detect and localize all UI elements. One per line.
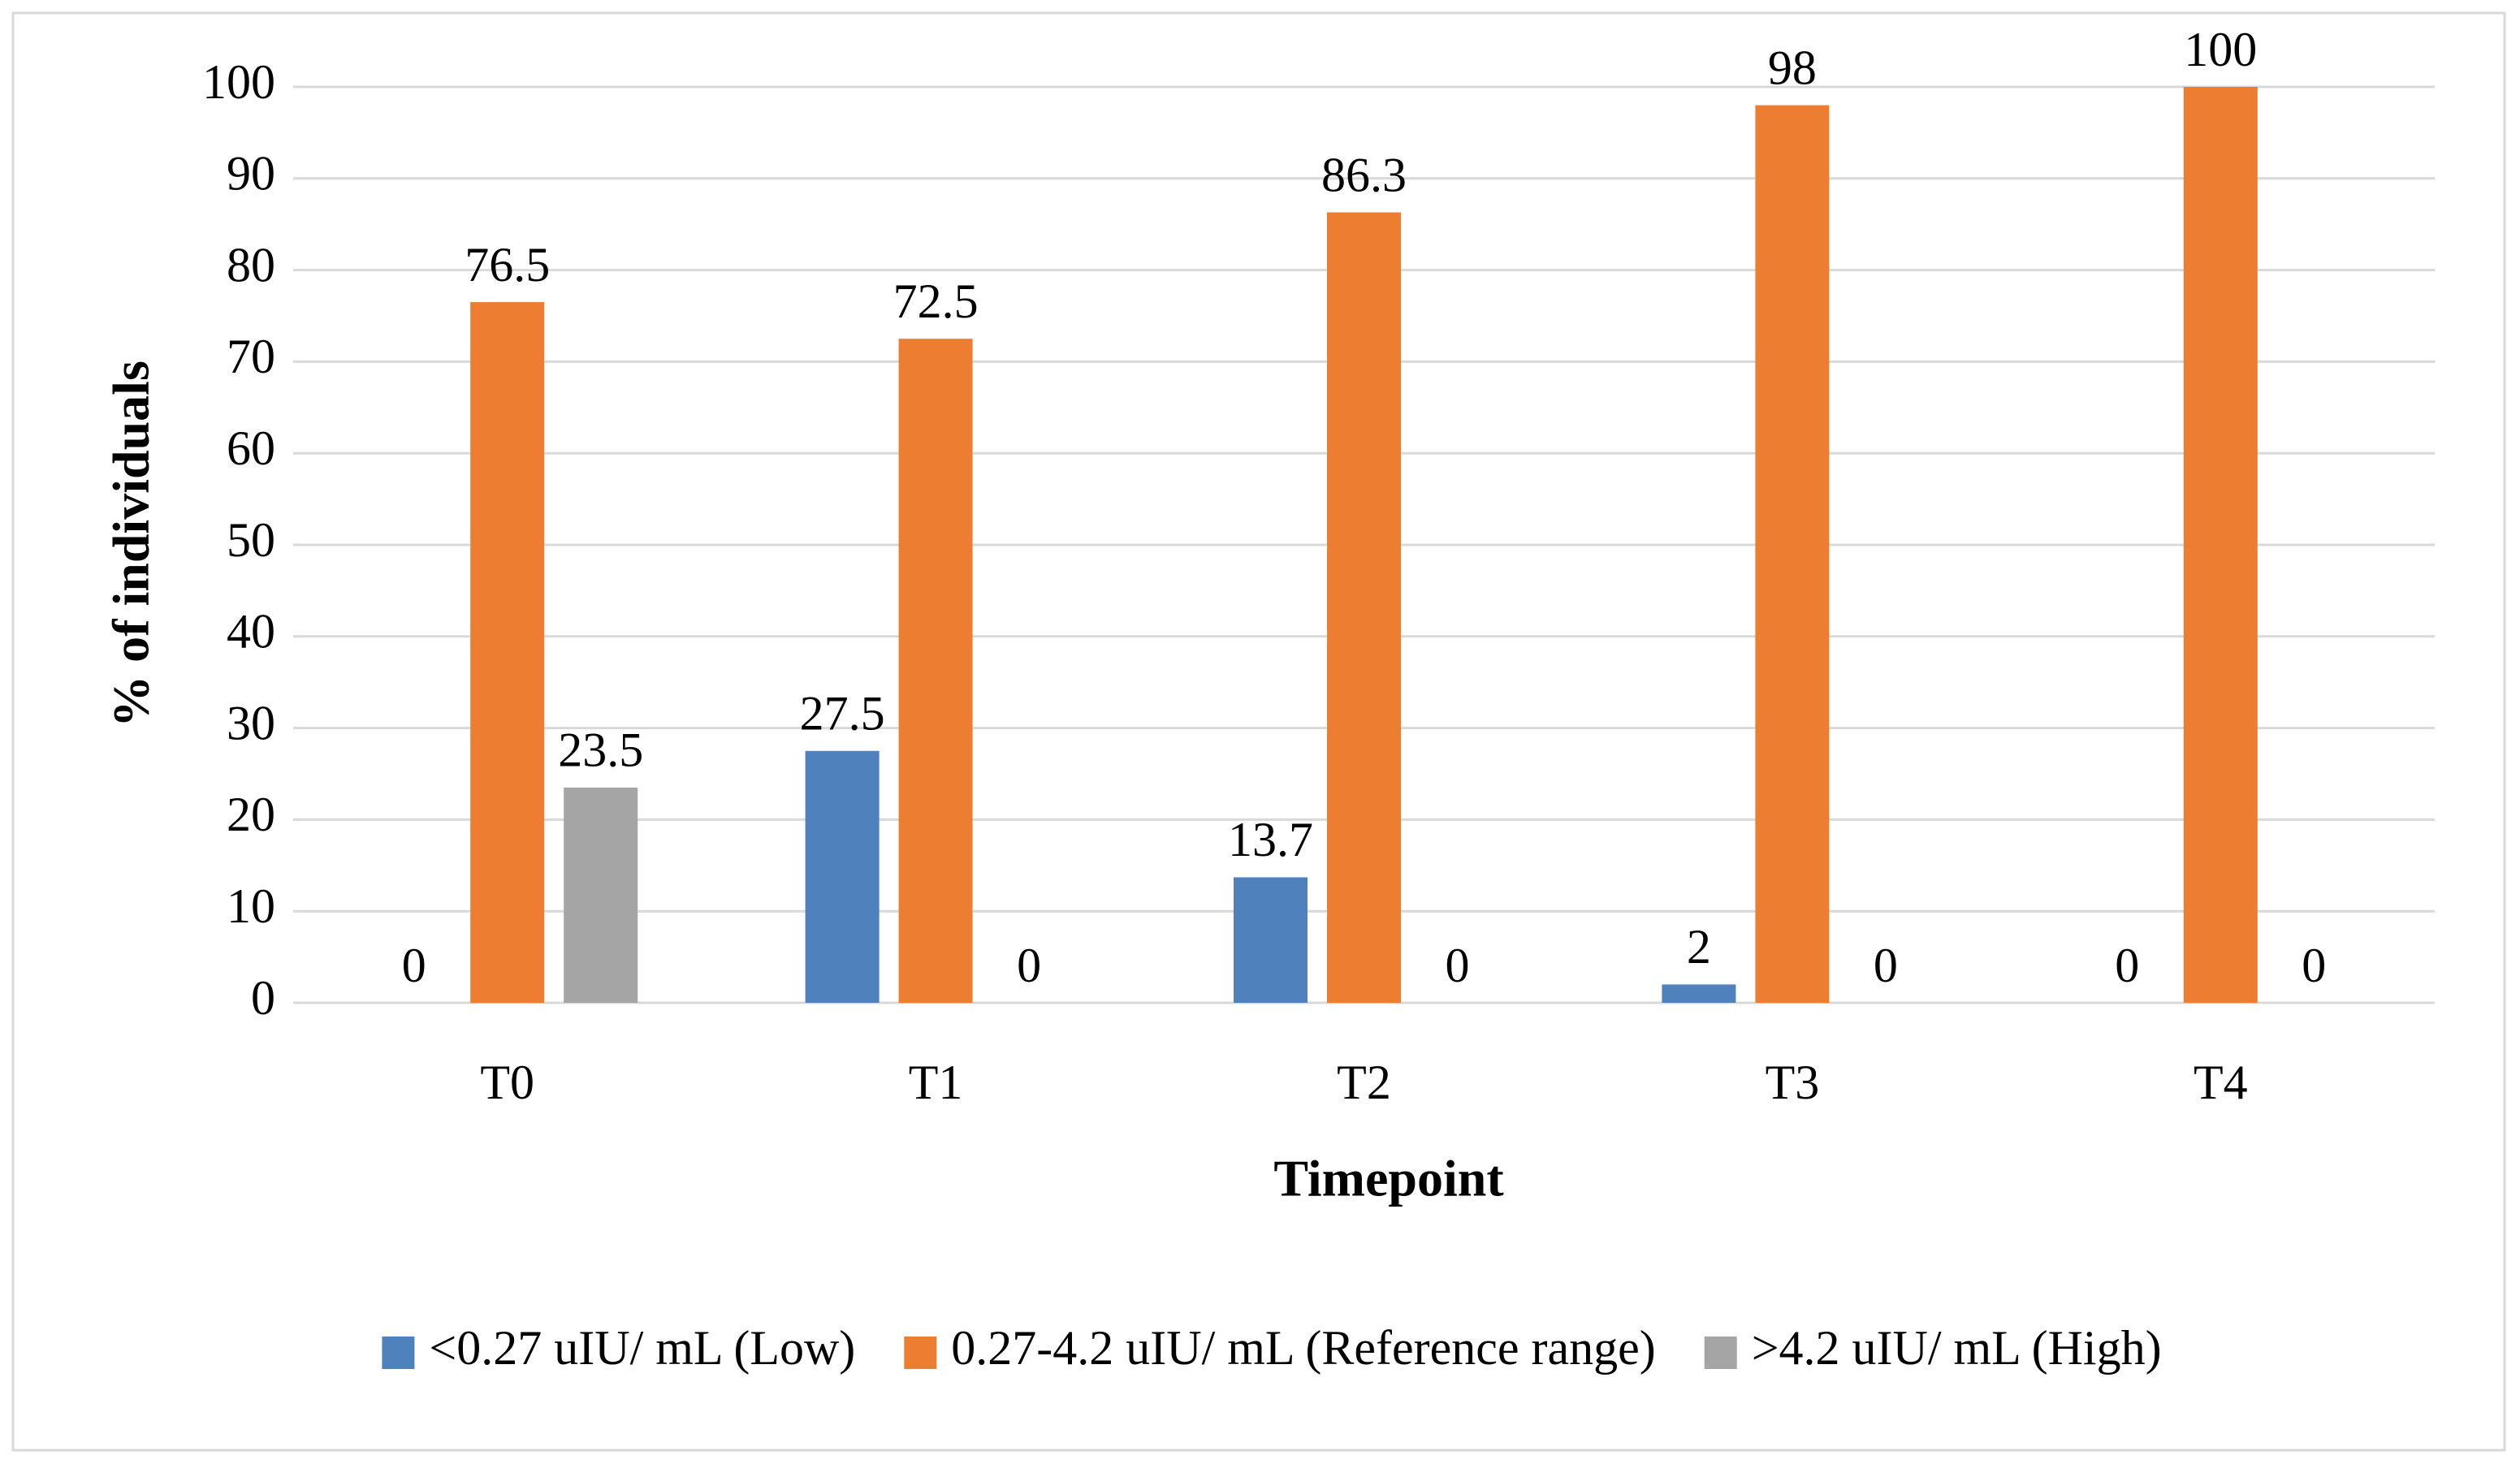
y-tick-label: 0 [251, 971, 275, 1025]
data-label: 0 [2115, 939, 2139, 992]
data-label: 0 [2302, 939, 2326, 992]
legend-swatch [382, 1337, 415, 1369]
x-tick-label: T1 [909, 1056, 963, 1109]
data-label: 27.5 [800, 687, 885, 741]
x-tick-label: T2 [1337, 1056, 1391, 1109]
bar [1755, 105, 1830, 1003]
data-label: 0 [1874, 939, 1898, 992]
x-tick-label: T0 [480, 1056, 534, 1109]
x-tick-label: T3 [1766, 1056, 1820, 1109]
y-tick-label: 90 [227, 147, 275, 201]
bar [564, 787, 638, 1003]
data-label: 0 [402, 939, 426, 992]
bar [1234, 877, 1308, 1003]
data-label: 0 [1446, 939, 1470, 992]
y-tick-label: 70 [227, 330, 275, 383]
data-label: 2 [1687, 920, 1711, 974]
y-tick-label: 20 [227, 788, 275, 841]
bar [2183, 87, 2258, 1003]
y-tick-label: 30 [227, 696, 275, 749]
x-tick-label: T4 [2194, 1056, 2248, 1109]
y-tick-label: 80 [227, 238, 275, 292]
legend-swatch [1704, 1337, 1737, 1369]
data-label: 13.7 [1228, 813, 1313, 866]
data-label: 76.5 [465, 238, 550, 292]
y-tick-label: 40 [227, 605, 275, 659]
x-axis-title: Timepoint [1273, 1150, 1504, 1207]
data-label: 86.3 [1321, 148, 1407, 201]
bar [1662, 984, 1736, 1003]
data-label: 0 [1017, 939, 1041, 992]
bar [898, 339, 973, 1003]
data-label: 98 [1768, 41, 1817, 94]
legend-label: <0.27 uIU/ mL (Low) [429, 1321, 855, 1375]
legend-label: >4.2 uIU/ mL (High) [1752, 1321, 2162, 1375]
data-label: 23.5 [558, 723, 643, 777]
y-tick-label: 60 [227, 421, 275, 475]
y-tick-label: 100 [202, 55, 275, 109]
data-label: 72.5 [893, 274, 979, 328]
bar [805, 750, 880, 1003]
data-label: 100 [2184, 23, 2257, 76]
legend-label: 0.27-4.2 uIU/ mL (Reference range) [951, 1321, 1655, 1375]
legend-swatch [904, 1337, 937, 1369]
legend: <0.27 uIU/ mL (Low) 0.27-4.2 uIU/ mL (Ref… [382, 1321, 2162, 1375]
bar [470, 302, 545, 1004]
y-tick-label: 10 [227, 879, 275, 933]
chart-frame [11, 11, 2506, 1452]
bar [1327, 212, 1401, 1003]
y-axis-title: % of individuals [102, 361, 160, 728]
y-tick-label: 50 [227, 513, 275, 567]
